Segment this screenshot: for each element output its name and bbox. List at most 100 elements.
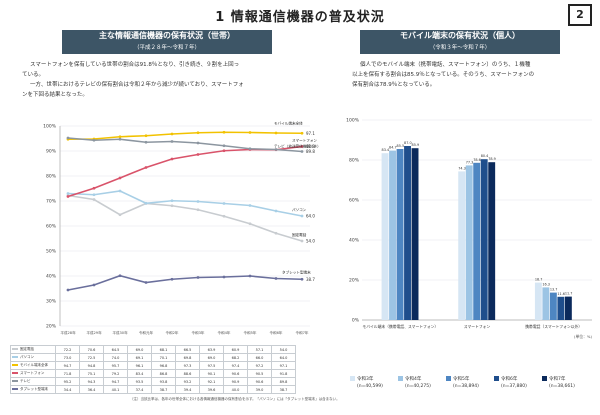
y-tick-label: 0% xyxy=(352,318,360,324)
table-cell: 69.0 xyxy=(199,353,224,362)
table-cell: 64.0 xyxy=(271,353,296,362)
y-tick-label: 70% xyxy=(46,199,57,205)
table-cell: 72.2 xyxy=(55,345,80,354)
table-cell: 64.5 xyxy=(103,345,128,354)
legend-label: 令和3年 xyxy=(357,377,374,382)
left-banner: 主な情報通信機器の保有状況（世帯） （平成２８年～令和７年） xyxy=(62,30,272,54)
data-point xyxy=(170,204,174,208)
end-value-label: 97.1 xyxy=(306,131,315,136)
series-line xyxy=(67,137,303,153)
right-banner-sub: （令和３年～令和７年） xyxy=(429,45,491,51)
data-point xyxy=(274,231,278,235)
bar-chart: 0% 20% 40% 60% 80% 100% 83.484.7 85.587.085.9 モバ… xyxy=(346,118,592,340)
legend-item: 令和6年 (n=37,880) xyxy=(494,376,540,390)
data-point xyxy=(248,274,252,278)
bar-value-label: 11.6 xyxy=(557,292,565,296)
legend-n: (n=40,599) xyxy=(357,384,383,389)
right-banner: モバイル端末の保有状況（個人） （令和３年～令和７年） xyxy=(360,30,560,54)
series-line xyxy=(67,145,303,198)
table-cell: 40.0 xyxy=(223,385,248,394)
table-cell: 57.1 xyxy=(247,345,272,354)
left-footnote: （注）当該比率は、各年の世帯全体における各情報通信機器の保有割合を示す。「パソコ… xyxy=(130,397,340,401)
data-point xyxy=(274,277,278,280)
data-point xyxy=(118,274,122,278)
table-cell: 93.2 xyxy=(175,377,200,386)
bar xyxy=(411,148,419,320)
x-tick-label: 令和4年 xyxy=(217,330,230,335)
legend-item: 令和7年 (n=38,661) xyxy=(542,376,588,390)
bar-value-label: 78.6 xyxy=(473,158,481,162)
data-point xyxy=(92,186,96,190)
table-cell: 63.9 xyxy=(199,345,224,354)
table-cell: 90.6 xyxy=(223,369,248,378)
series-line xyxy=(67,190,303,217)
page-number: 2 xyxy=(568,4,592,26)
table-cell: 39.4 xyxy=(175,385,200,394)
legend-item: 令和5年 (n=38,894) xyxy=(446,376,492,390)
y-tick-label: 60% xyxy=(349,198,360,204)
data-point xyxy=(118,135,122,139)
data-point xyxy=(222,275,226,279)
bar xyxy=(396,149,404,320)
line-data-table: 固定電話 72.2 70.6 64.5 69.0 68.1 66.5 63.9 60.9 57.1… xyxy=(10,345,296,394)
table-cell: 37.4 xyxy=(127,385,152,394)
data-point xyxy=(274,131,278,135)
data-point xyxy=(248,204,252,207)
table-row: スマートフォン 71.8 75.1 79.2 83.4 86.8 88.6 90.1 90.6 9… xyxy=(10,369,296,378)
data-point xyxy=(274,209,278,213)
legend-swatch xyxy=(350,376,355,381)
table-cell: 97.2 xyxy=(247,361,272,370)
table-cell: 36.4 xyxy=(79,385,104,394)
end-value-label: 89.8 xyxy=(306,149,315,154)
legend-swatch xyxy=(542,376,547,381)
table-cell: 39.0 xyxy=(247,385,272,394)
data-point xyxy=(196,131,200,135)
series-name-label: スマートフォン xyxy=(292,138,317,143)
table-cell: 93.8 xyxy=(151,377,176,386)
table-cell: 70.1 xyxy=(151,353,176,362)
series-line xyxy=(67,131,303,141)
data-point xyxy=(118,213,122,217)
left-text-line: ンを下回る結果となった。 xyxy=(22,92,88,98)
y-tick-label: 100% xyxy=(346,118,360,124)
bar-value-label: 74.3 xyxy=(458,166,466,170)
bar-value-label: 85.5 xyxy=(397,144,405,148)
bar-value-label: 13.7 xyxy=(550,288,558,292)
table-cell: 91.8 xyxy=(271,369,296,378)
data-point xyxy=(300,145,304,148)
data-point xyxy=(170,140,174,143)
data-point xyxy=(300,214,304,218)
table-row-label: パソコン xyxy=(10,353,56,362)
category-label: モバイル端末（携帯電話、スマートフォン） xyxy=(362,324,438,329)
bar xyxy=(473,162,481,320)
end-value-label: 91.8 xyxy=(306,144,315,149)
data-point xyxy=(248,131,252,134)
category-label: スマートフォン xyxy=(464,324,491,329)
table-cell: 79.2 xyxy=(103,369,128,378)
x-tick-label: 平成29年 xyxy=(86,330,102,335)
legend-swatch xyxy=(398,376,403,381)
left-text-line: ている。 xyxy=(22,72,45,78)
legend-label: 令和4年 xyxy=(405,377,422,382)
table-cell: 72.5 xyxy=(79,353,104,362)
table-row-label: モバイル端末全体 xyxy=(10,361,56,370)
left-text-line: 一方、世帯におけるテレビの保有割合は令和２年から減少が続いており、スマートフォ xyxy=(30,82,244,88)
legend-swatch xyxy=(12,372,18,374)
y-tick-label: 20% xyxy=(349,278,360,284)
table-cell: 69.8 xyxy=(175,353,200,362)
data-point xyxy=(222,202,226,205)
table-cell: 86.8 xyxy=(151,369,176,378)
y-tick-label: 100% xyxy=(43,124,57,130)
table-cell: 93.5 xyxy=(127,377,152,386)
data-point xyxy=(222,149,226,153)
bar-value-label: 18.7 xyxy=(535,278,543,282)
table-row: タブレット型端末 34.4 36.4 40.1 37.4 38.7 39.4 39.6 40.0… xyxy=(10,385,296,394)
data-point xyxy=(248,147,252,151)
data-point xyxy=(144,201,148,205)
series-name-label: モバイル端末全体 xyxy=(274,120,303,125)
end-value-label: 64.0 xyxy=(306,214,315,219)
y-tick-label: 40% xyxy=(46,274,57,280)
table-cell: 94.7 xyxy=(103,377,128,386)
bar-value-label: 16.3 xyxy=(542,282,550,286)
data-point xyxy=(66,136,70,140)
